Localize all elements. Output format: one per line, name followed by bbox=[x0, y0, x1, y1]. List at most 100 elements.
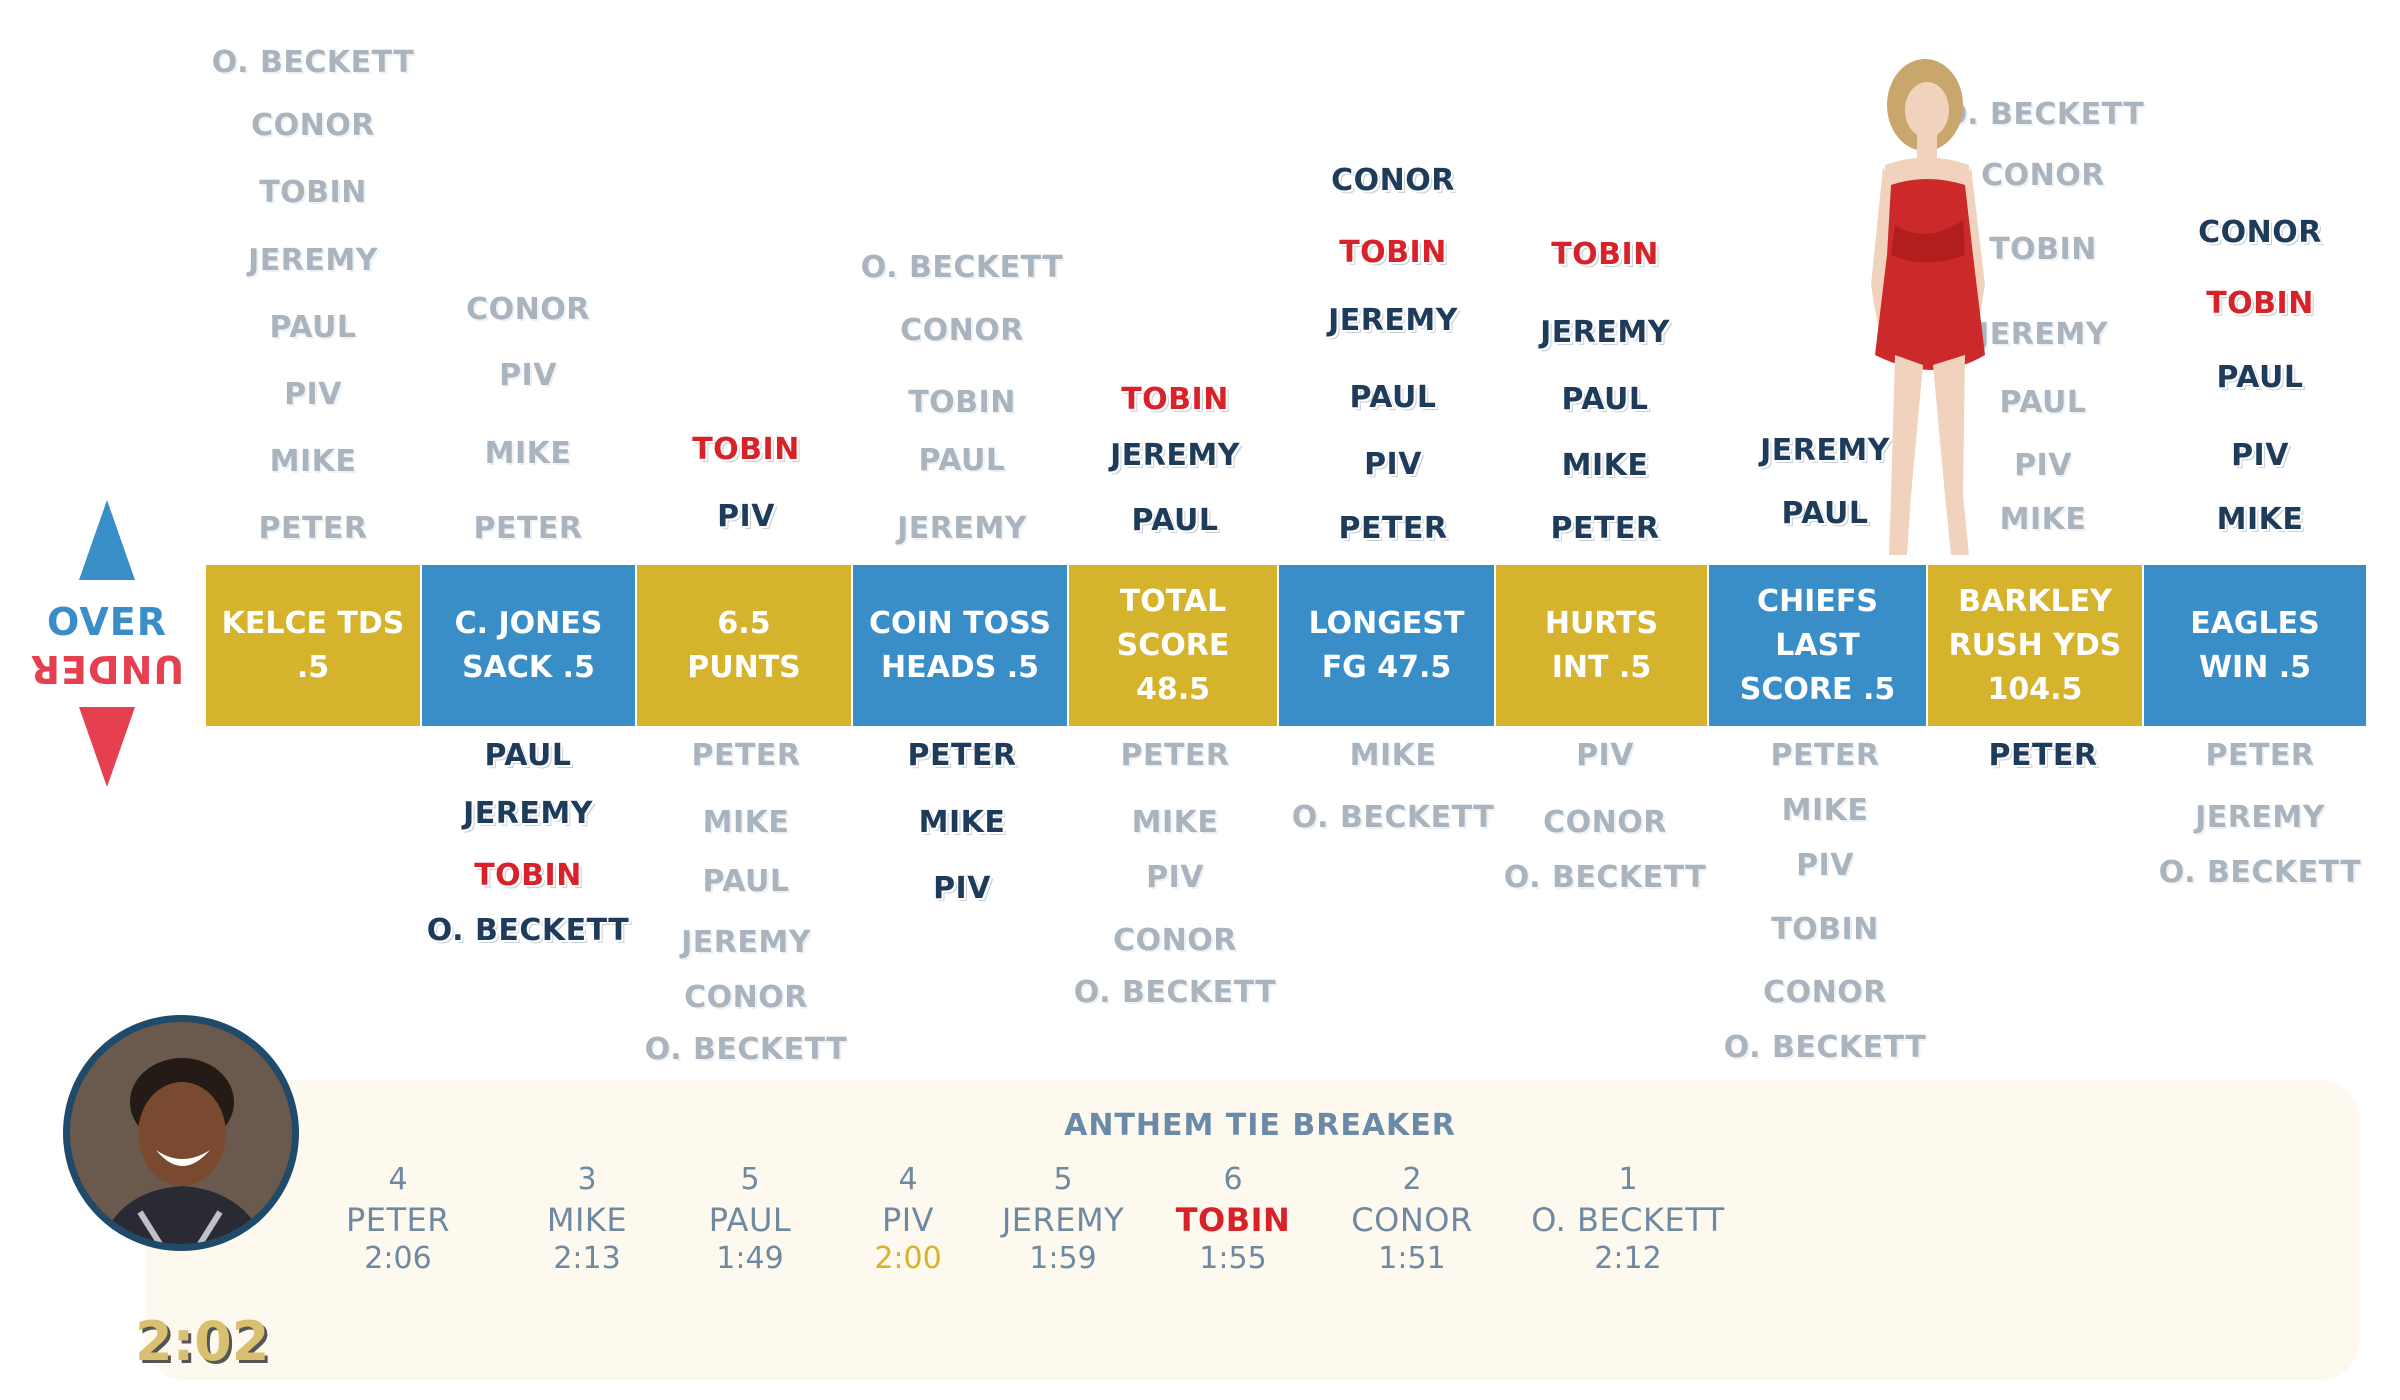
pick-over-name: JEREMY bbox=[248, 243, 378, 278]
pick-over-name: O. BECKETT bbox=[211, 45, 415, 80]
prop-cell: COIN TOSS HEADS .5 bbox=[853, 565, 1069, 726]
pick-over-name: JEREMY bbox=[897, 511, 1027, 546]
pick-under-name: PIV bbox=[1796, 848, 1854, 883]
pick-over-name: PIV bbox=[1364, 447, 1422, 482]
pick-under-name: PIV bbox=[1146, 860, 1204, 895]
prop-cell: CHIEFS LAST SCORE .5 bbox=[1709, 565, 1928, 726]
pick-over-name: TOBIN bbox=[259, 175, 367, 210]
pick-under-name: JEREMY bbox=[463, 796, 593, 831]
prop-label-line: RUSH YDS bbox=[1948, 627, 2122, 663]
over-label: OVER bbox=[47, 600, 167, 644]
prop-cell: BARKLEY RUSH YDS 104.5 bbox=[1928, 565, 2144, 726]
tie-breaker-rank: 6 bbox=[1223, 1162, 1243, 1197]
pick-under-name: PETER bbox=[691, 738, 801, 773]
prop-label-line: KELCE TDS bbox=[221, 605, 405, 641]
pick-over-name: MIKE bbox=[1999, 502, 2087, 537]
prop-label: LONGEST FG 47.5 bbox=[1309, 602, 1465, 690]
pick-under-name: O. BECKETT bbox=[1723, 1030, 1927, 1065]
tie-breaker-entry: 5 PAUL 1:49 bbox=[709, 1162, 791, 1276]
pick-under-name: MIKE bbox=[1349, 738, 1437, 773]
tie-breaker-player: TOBIN bbox=[1175, 1201, 1291, 1239]
prop-label-line: SCORE bbox=[1116, 627, 1230, 663]
prop-label-line: SACK .5 bbox=[462, 649, 595, 685]
pick-over-name: JEREMY bbox=[1540, 315, 1670, 350]
pick-over-name: PAUL bbox=[1999, 385, 2087, 420]
pick-over-name: CONOR bbox=[1331, 163, 1455, 198]
pick-over-name: PIV bbox=[499, 358, 557, 393]
tie-breaker-time: 1:51 bbox=[1378, 1241, 1446, 1276]
tie-breaker-player: PIV bbox=[881, 1201, 935, 1239]
pick-over-name: PAUL bbox=[1561, 382, 1649, 417]
tie-breaker-rank: 1 bbox=[1618, 1162, 1638, 1197]
prop-label-line: INT .5 bbox=[1551, 649, 1652, 685]
pick-over-name: TOBIN bbox=[1989, 232, 2097, 267]
prop-label-line: .5 bbox=[296, 649, 330, 685]
pick-over-name: PAUL bbox=[2216, 360, 2304, 395]
pick-over-name: CONOR bbox=[466, 292, 590, 327]
prop-label-line: 6.5 bbox=[717, 605, 771, 641]
tie-breaker-entry: 3 MIKE 2:13 bbox=[547, 1162, 627, 1276]
pick-over-name: TOBIN bbox=[692, 432, 800, 467]
pick-under-name: JEREMY bbox=[2195, 800, 2325, 835]
pick-under-name: O. BECKETT bbox=[426, 913, 630, 948]
tie-breaker-rank: 5 bbox=[740, 1162, 760, 1197]
pick-over-name: CONOR bbox=[1981, 158, 2105, 193]
pick-over-name: TOBIN bbox=[2206, 286, 2314, 321]
prop-label-line: TOTAL bbox=[1119, 583, 1227, 619]
pick-under-name: O. BECKETT bbox=[1073, 975, 1277, 1010]
prop-bar: KELCE TDS .5 C. JONES SACK .5 6.5 PUNTS COIN T… bbox=[206, 565, 2366, 726]
tie-breaker-rank: 4 bbox=[898, 1162, 918, 1197]
prop-label: BARKLEY RUSH YDS 104.5 bbox=[1949, 580, 2122, 712]
prop-cell: C. JONES SACK .5 bbox=[422, 565, 637, 726]
tie-breaker-entry: 1 O. BECKETT 2:12 bbox=[1531, 1162, 1724, 1276]
pick-over-name: O. BECKETT bbox=[860, 250, 1064, 285]
tie-breaker-player: PAUL bbox=[708, 1201, 792, 1239]
tie-breaker-entry: 4 PETER 2:06 bbox=[346, 1162, 450, 1276]
pick-over-name: CONOR bbox=[900, 313, 1024, 348]
tie-breaker-rank: 5 bbox=[1053, 1162, 1073, 1197]
tie-breaker-entry: 4 PIV 2:00 bbox=[874, 1162, 941, 1276]
prop-cell: HURTS INT .5 bbox=[1496, 565, 1709, 726]
prop-label-line: CHIEFS LAST bbox=[1757, 583, 1878, 663]
pick-under-name: PETER bbox=[1770, 738, 1880, 773]
pick-over-name: TOBIN bbox=[1551, 237, 1659, 272]
prop-label-line: SCORE .5 bbox=[1739, 671, 1896, 707]
prop-label-line: HURTS bbox=[1544, 605, 1659, 641]
tie-breaker-entry: 2 CONOR 1:51 bbox=[1351, 1162, 1472, 1276]
prop-cell: LONGEST FG 47.5 bbox=[1279, 565, 1496, 726]
prop-cell: KELCE TDS .5 bbox=[206, 565, 422, 726]
pick-over-name: PIV bbox=[2014, 448, 2072, 483]
pick-under-name: TOBIN bbox=[1771, 912, 1879, 947]
prop-label: COIN TOSS HEADS .5 bbox=[869, 602, 1051, 690]
pick-under-name: MIKE bbox=[1781, 793, 1869, 828]
prop-label: HURTS INT .5 bbox=[1545, 602, 1658, 690]
pick-under-name: PAUL bbox=[484, 738, 572, 773]
pick-under-name: PETER bbox=[1120, 738, 1230, 773]
pick-over-name: PAUL bbox=[1781, 496, 1869, 531]
prop-cell: TOTAL SCORE 48.5 bbox=[1069, 565, 1279, 726]
pick-over-name: PAUL bbox=[1131, 503, 1219, 538]
tie-breaker-player: CONOR bbox=[1351, 1201, 1473, 1239]
prop-label-line: 104.5 bbox=[1987, 671, 2083, 707]
prop-label-line: C. JONES bbox=[454, 605, 603, 641]
tie-breaker-title: ANTHEM TIE BREAKER bbox=[1064, 1108, 1456, 1143]
anthem-clock: 2:02 bbox=[135, 1310, 270, 1373]
pick-over-name: MIKE bbox=[269, 444, 357, 479]
prop-cell: EAGLES WIN .5 bbox=[2144, 565, 2366, 726]
pick-under-name: PETER bbox=[1988, 738, 2098, 773]
prop-label: EAGLES WIN .5 bbox=[2190, 602, 2320, 690]
under-arrow-icon bbox=[79, 707, 135, 787]
pick-under-name: CONOR bbox=[1113, 923, 1237, 958]
anthem-singer-avatar bbox=[63, 1015, 299, 1251]
tie-breaker-time: 1:55 bbox=[1199, 1241, 1267, 1276]
pick-under-name: PIV bbox=[1576, 738, 1634, 773]
pick-over-name: PETER bbox=[1338, 511, 1448, 546]
tie-breaker-time: 1:59 bbox=[1029, 1241, 1097, 1276]
pick-under-name: O. BECKETT bbox=[2158, 855, 2362, 890]
pick-over-name: MIKE bbox=[1561, 448, 1649, 483]
pick-over-name: JEREMY bbox=[1110, 438, 1240, 473]
pick-over-name: PETER bbox=[258, 511, 368, 546]
pick-over-name: PIV bbox=[717, 499, 775, 534]
pick-over-name: CONOR bbox=[2198, 215, 2322, 250]
prop-cell: 6.5 PUNTS bbox=[637, 565, 853, 726]
